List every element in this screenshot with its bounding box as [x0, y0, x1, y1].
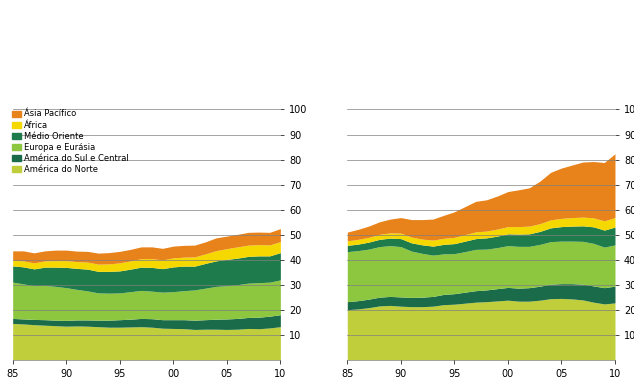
Legend: Ásia Pacífico, África, Médio Oriente, Europa e Eurásia, América do Sul e Central: Ásia Pacífico, África, Médio Oriente, Eu…	[11, 109, 129, 175]
